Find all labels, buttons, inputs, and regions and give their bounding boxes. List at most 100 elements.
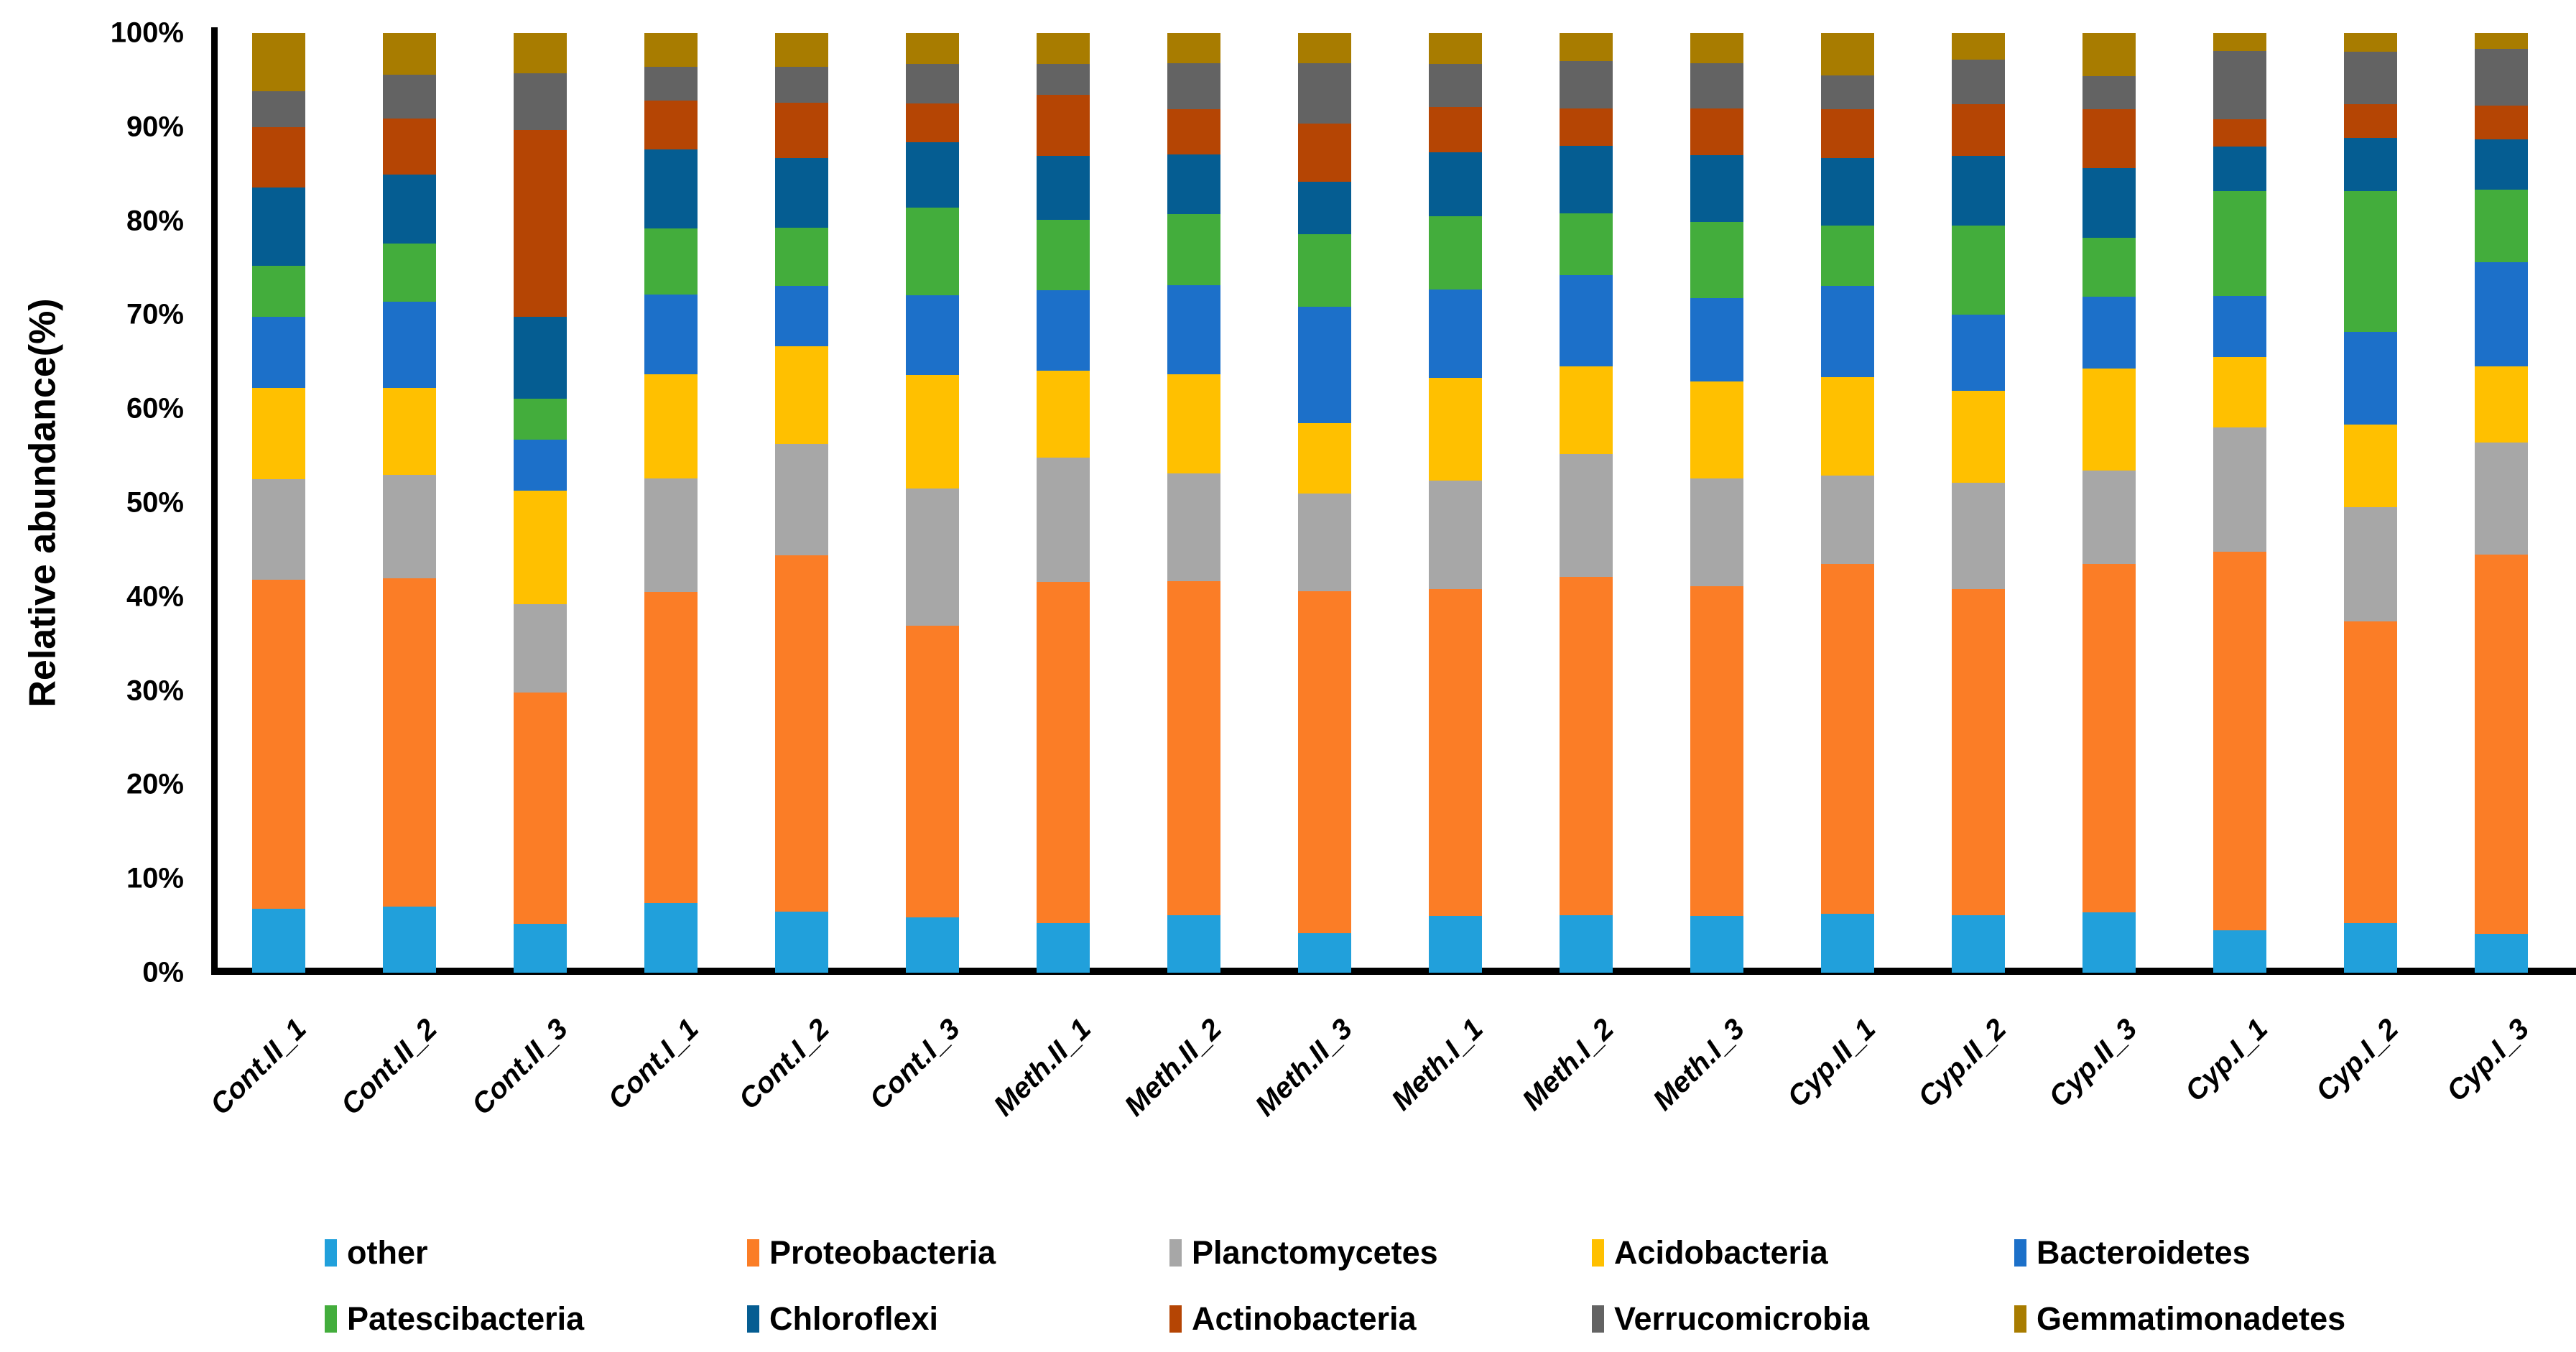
legend-swatch [325, 1305, 337, 1333]
stacked-bar: Meth.I_1 [1386, 33, 1489, 1116]
bar-segment-bacteroidetes [252, 316, 305, 389]
bar-segment-chloroflexi [775, 157, 828, 228]
bar-stack [383, 33, 436, 973]
bar-segment-verrucomicrobia [1560, 61, 1613, 108]
bar-stack [2475, 33, 2528, 973]
bar-segment-acidobacteria [644, 374, 698, 478]
bar-segment-verrucomicrobia [1690, 62, 1743, 108]
stacked-bar: Cyp.II_1 [1782, 33, 1881, 1113]
bar-segment-patescibacteria [252, 266, 305, 317]
bar-stack [1037, 33, 1090, 973]
legend-label: Proteobacteria [769, 1234, 996, 1271]
bar-segment-patescibacteria [1952, 226, 2005, 315]
x-axis-label: Cont.I_1 [602, 1013, 705, 1116]
bar-segment-other [1560, 915, 1613, 973]
bar-stack [2082, 33, 2136, 973]
x-axis-label: Meth.II_3 [1248, 1013, 1359, 1123]
stacked-bar: Meth.I_3 [1647, 33, 1751, 1116]
legend-swatch [2014, 1305, 2026, 1333]
bar-segment-proteobacteria [2475, 554, 2528, 935]
legend-label: Verrucomicrobia [1614, 1300, 1870, 1337]
bar-segment-actinobacteria [2082, 108, 2136, 169]
bar-segment-gemmatimonadetes [252, 33, 305, 92]
bar-segment-proteobacteria [644, 592, 698, 904]
stacked-bar: Cont.II_3 [466, 33, 574, 1121]
x-axis-label: Cont.II_2 [335, 1013, 444, 1121]
stacked-bar: Cyp.I_3 [2440, 33, 2535, 1108]
y-tick-label: 10% [126, 862, 184, 894]
bar-segment-planctomycetes [2344, 507, 2397, 621]
x-axis-label: Cyp.I_2 [2309, 1013, 2405, 1108]
bar-segment-gemmatimonadetes [1690, 33, 1743, 63]
y-axis-ticks: 0% 10% 20% 30% 40% 50% 60% 70% 80% 90% 100% [0, 17, 184, 988]
x-axis-label: Cyp.II_1 [1781, 1013, 1882, 1113]
bar-segment-verrucomicrobia [1037, 64, 1090, 96]
bar-stack [514, 33, 567, 973]
stacked-bar: Cyp.I_1 [2179, 33, 2274, 1108]
legend-item-planctomycetes: Planctomycetes [1169, 1234, 1592, 1272]
bar-stack [2213, 33, 2266, 973]
bar-segment-proteobacteria [2213, 551, 2266, 931]
bar-segment-bacteroidetes [1821, 285, 1874, 377]
bar-segment-verrucomicrobia [252, 91, 305, 127]
x-axis-line [211, 968, 2576, 975]
bar-segment-actinobacteria [1690, 108, 1743, 156]
bar-segment-bacteroidetes [2344, 331, 2397, 425]
bar-segment-acidobacteria [1429, 377, 1482, 481]
x-axis-label: Cyp.II_3 [2042, 1013, 2144, 1113]
legend-swatch [1592, 1305, 1604, 1333]
bar-segment-planctomycetes [252, 479, 305, 580]
legend-swatch [1592, 1239, 1604, 1267]
bar-segment-planctomycetes [2475, 443, 2528, 555]
legend-swatch [747, 1239, 759, 1267]
stacked-bar: Cont.I_2 [733, 33, 835, 1116]
stacked-bar: Meth.I_2 [1516, 33, 1620, 1116]
bar-segment-planctomycetes [2082, 471, 2136, 564]
bar-segment-gemmatimonadetes [775, 33, 828, 68]
legend-item-proteobacteria: Proteobacteria [747, 1234, 1169, 1272]
bar-segment-proteobacteria [383, 578, 436, 907]
bar-segment-bacteroidetes [1690, 297, 1743, 382]
bar-segment-other [1690, 916, 1743, 973]
bar-segment-planctomycetes [906, 489, 959, 626]
bar-segment-patescibacteria [2344, 190, 2397, 332]
bar-segment-gemmatimonadetes [1821, 33, 1874, 75]
bar-segment-acidobacteria [1037, 370, 1090, 458]
bar-segment-actinobacteria [644, 101, 698, 150]
bar-segment-chloroflexi [252, 187, 305, 267]
bar-segment-acidobacteria [2082, 368, 2136, 471]
bar-segment-patescibacteria [514, 398, 567, 440]
bar-segment-actinobacteria [252, 126, 305, 187]
bar-segment-other [1037, 922, 1090, 973]
bar-segment-other [1167, 915, 1220, 973]
bar-segment-bacteroidetes [906, 295, 959, 376]
stacked-bar: Meth.II_1 [988, 33, 1097, 1122]
bar-segment-planctomycetes [1560, 453, 1613, 578]
bar-segment-verrucomicrobia [514, 73, 567, 130]
bar-segment-planctomycetes [514, 604, 567, 693]
bar-segment-proteobacteria [1690, 586, 1743, 917]
bar-segment-other [775, 911, 828, 973]
bar-stack [1298, 33, 1351, 973]
legend-item-patescibacteria: Patescibacteria [325, 1300, 747, 1338]
stacked-bar: Meth.II_3 [1249, 33, 1358, 1122]
legend-swatch [325, 1239, 337, 1267]
bar-segment-acidobacteria [2344, 425, 2397, 508]
bar-segment-gemmatimonadetes [1560, 33, 1613, 62]
bar-segment-patescibacteria [383, 243, 436, 302]
bar-segment-verrucomicrobia [1167, 62, 1220, 109]
bar-segment-acidobacteria [1821, 376, 1874, 476]
bar-segment-proteobacteria [1298, 591, 1351, 933]
bar-segment-planctomycetes [1167, 473, 1220, 581]
legend-swatch [2014, 1239, 2026, 1267]
x-axis-label: Meth.I_3 [1646, 1013, 1751, 1117]
bar-segment-bacteroidetes [1167, 284, 1220, 374]
bar-segment-actinobacteria [906, 103, 959, 142]
bar-segment-verrucomicrobia [2344, 52, 2397, 105]
bar-segment-proteobacteria [1952, 589, 2005, 916]
bar-segment-other [383, 907, 436, 973]
bar-segment-proteobacteria [2082, 563, 2136, 913]
bar-segment-chloroflexi [2082, 168, 2136, 239]
bar-stack [644, 33, 698, 973]
bar-segment-acidobacteria [1167, 374, 1220, 474]
